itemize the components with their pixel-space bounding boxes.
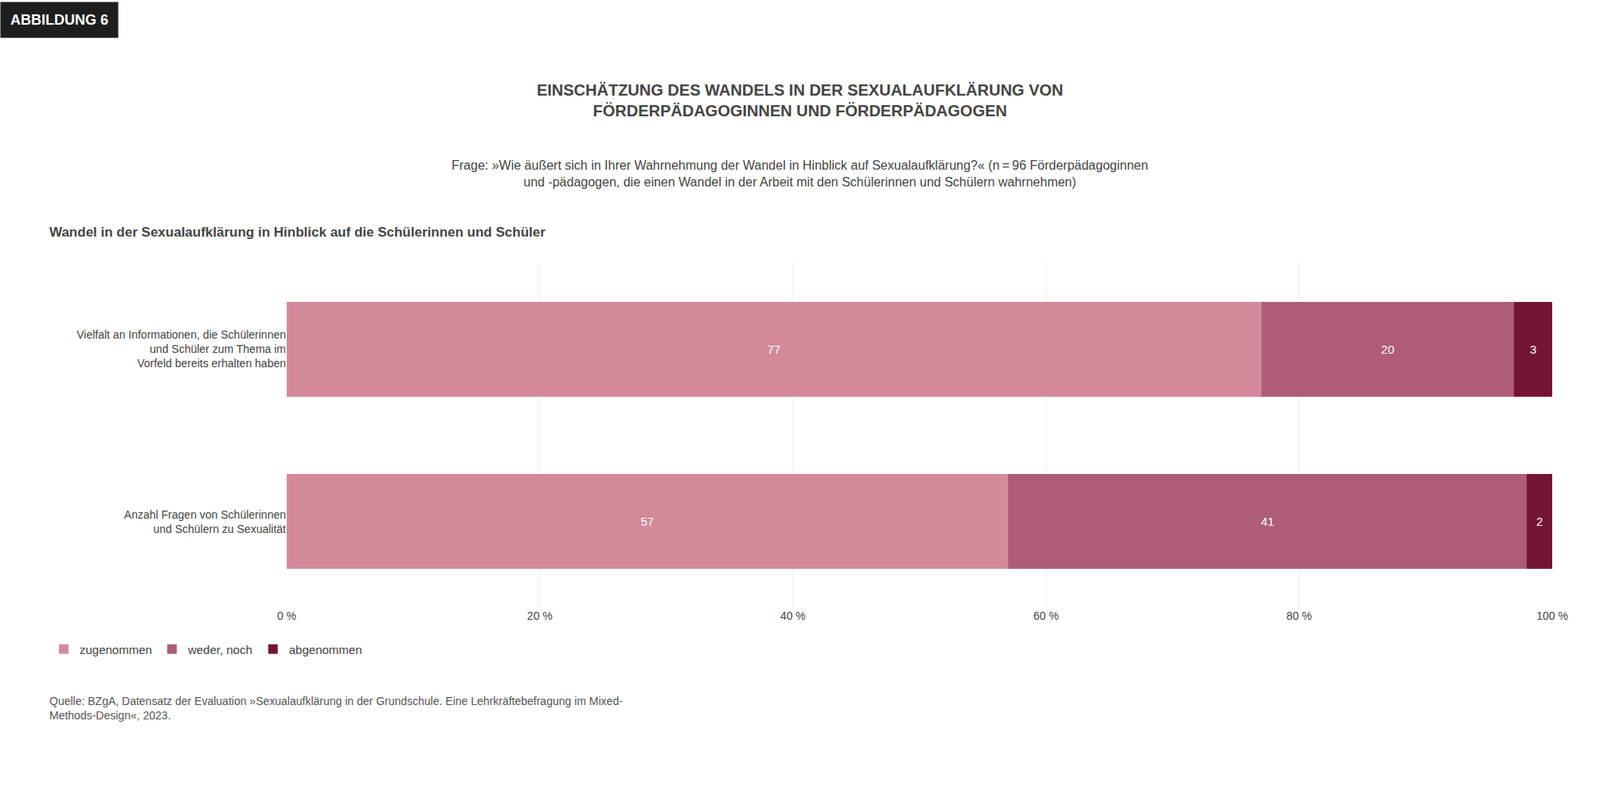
svg-text:Anzahl Fragen von Schülerinnen: Anzahl Fragen von Schülerinnenund Schüle… (124, 508, 286, 536)
svg-text:57: 57 (641, 514, 655, 529)
svg-text:60 %: 60 % (1032, 609, 1059, 623)
svg-text:2: 2 (1536, 514, 1543, 529)
svg-text:0 %: 0 % (277, 609, 297, 623)
svg-text:40 %: 40 % (780, 609, 806, 623)
svg-text:3: 3 (1529, 342, 1537, 356)
svg-text:Wandel in der Sexualaufklärung: Wandel in der Sexualaufklärung in Hinbli… (49, 224, 546, 240)
svg-text:EINSCHÄTZUNG DES WANDELS IN DE: EINSCHÄTZUNG DES WANDELS IN DER SEXUALAU… (536, 81, 1064, 120)
svg-text:41: 41 (1260, 514, 1275, 529)
svg-text:ABBILDUNG 6: ABBILDUNG 6 (10, 11, 109, 28)
svg-text:abgenommen: abgenommen (289, 642, 363, 657)
svg-text:Vielfalt an Informationen, die: Vielfalt an Informationen, die Schülerin… (76, 328, 286, 370)
svg-text:Quelle: BZgA, Datensatz der Ev: Quelle: BZgA, Datensatz der Evaluation »… (49, 694, 623, 722)
svg-text:77: 77 (766, 342, 781, 356)
svg-text:20: 20 (1380, 342, 1395, 356)
svg-text:20 %: 20 % (527, 609, 553, 623)
svg-text:100 %: 100 % (1536, 609, 1569, 623)
svg-text:Frage: »Wie äußert sich in Ihr: Frage: »Wie äußert sich in Ihrer Wahrneh… (451, 158, 1149, 189)
svg-text:80 %: 80 % (1286, 609, 1312, 623)
svg-text:weder, noch: weder, noch (187, 642, 253, 657)
svg-text:zugenommen: zugenommen (79, 642, 153, 657)
